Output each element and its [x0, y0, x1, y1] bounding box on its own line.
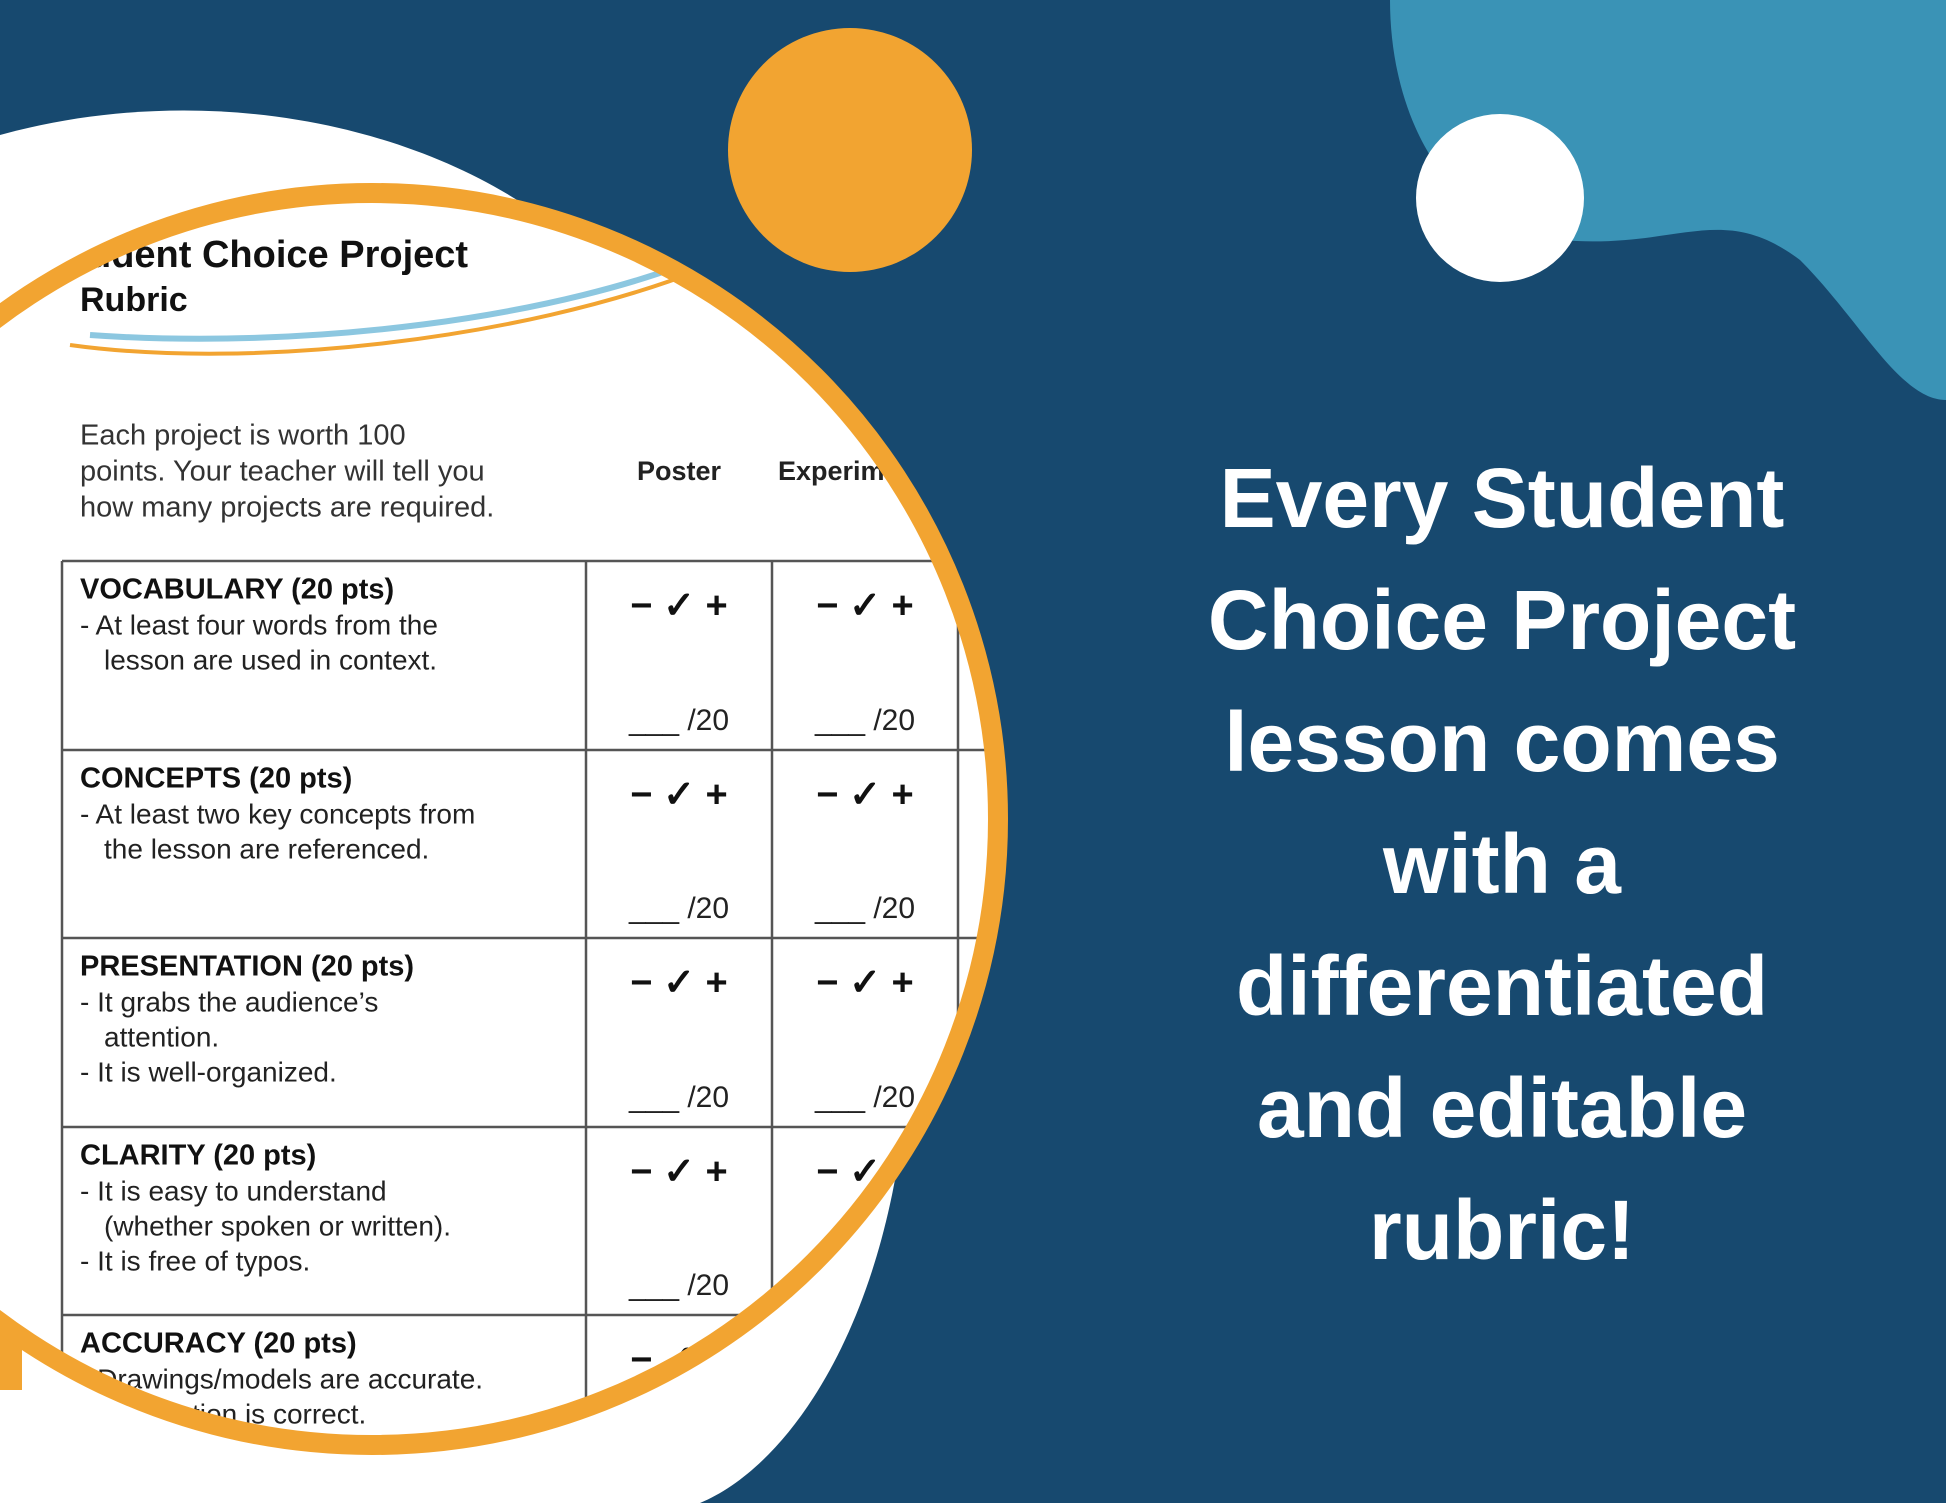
score-marks: − ✓ + [816, 774, 913, 816]
intro-line: points. Your teacher will tell you [80, 456, 485, 488]
score-marks: − ✓ + [630, 962, 727, 1004]
score-marks: − ✓ + [816, 585, 913, 627]
criterion-line: - It is easy to understand [80, 1175, 387, 1206]
criterion-line: - At least four words from the [80, 609, 438, 640]
headline-line: rubric! [1369, 1183, 1635, 1277]
score-marks: − ✓ + [630, 1151, 727, 1193]
criterion-heading: CLARITY (20 pts) [80, 1140, 316, 1172]
headline-line: with a [1382, 817, 1622, 911]
criterion-line: - It grabs the audience’s [80, 986, 378, 1017]
criterion-line: - It is well-organized. [80, 1056, 337, 1087]
swoosh [89, 247, 722, 342]
headline-line: differentiated [1236, 939, 1768, 1033]
swoosh [69, 268, 701, 356]
criterion-line: - Drawings/models are accurate. [80, 1363, 483, 1394]
criterion-heading: PRESENTATION (20 pts) [80, 951, 414, 983]
column-header: Experim [778, 456, 885, 486]
headline-line: Every Student [1220, 451, 1785, 545]
headline-line: and editable [1257, 1061, 1747, 1155]
headline-line: lesson comes [1224, 695, 1780, 789]
score-marks: − ✓ + [816, 962, 913, 1004]
criterion-line: - It is free of typos. [80, 1245, 310, 1276]
criterion-heading: VOCABULARY (20 pts) [80, 574, 394, 606]
score-blank: ___ /20 [628, 892, 729, 925]
score-blank: ___ /20 [814, 704, 915, 737]
document-page [0, 193, 998, 1445]
blue-blob [1390, 0, 1946, 400]
criterion-line: attention. [104, 1021, 219, 1052]
headline: Every Student Choice Project lesson comes w… [1208, 451, 1796, 1277]
doc-subtitle: Rubric [80, 281, 188, 319]
orange-dot [728, 28, 972, 272]
criterion-line: the lesson are referenced. [104, 833, 429, 864]
criterion-heading: CONCEPTS (20 pts) [80, 763, 352, 795]
criterion-line: lesson are used in context. [104, 644, 437, 675]
column-header: Poster [637, 456, 722, 486]
score-blank: ___ /20 [628, 704, 729, 737]
score-blank: ___ /20 [814, 1081, 915, 1114]
score-blank: ___ /20 [628, 1081, 729, 1114]
score-marks: − ✓ + [630, 774, 727, 816]
score-marks: − ✓ + [630, 585, 727, 627]
intro-line: how many projects are required. [80, 492, 494, 524]
white-dot [1416, 114, 1584, 282]
score-blank: ___ /20 [814, 892, 915, 925]
intro-line: Each project is worth 100 [80, 420, 406, 452]
score-blank: ___ /20 [628, 1269, 729, 1302]
orange-ring [0, 183, 1008, 1455]
headline-line: Choice Project [1208, 573, 1796, 667]
criterion-line: (whether spoken or written). [104, 1210, 451, 1241]
criterion-line: - At least two key concepts from [80, 798, 475, 829]
criterion-heading: ACCURACY (20 pts) [80, 1328, 357, 1360]
